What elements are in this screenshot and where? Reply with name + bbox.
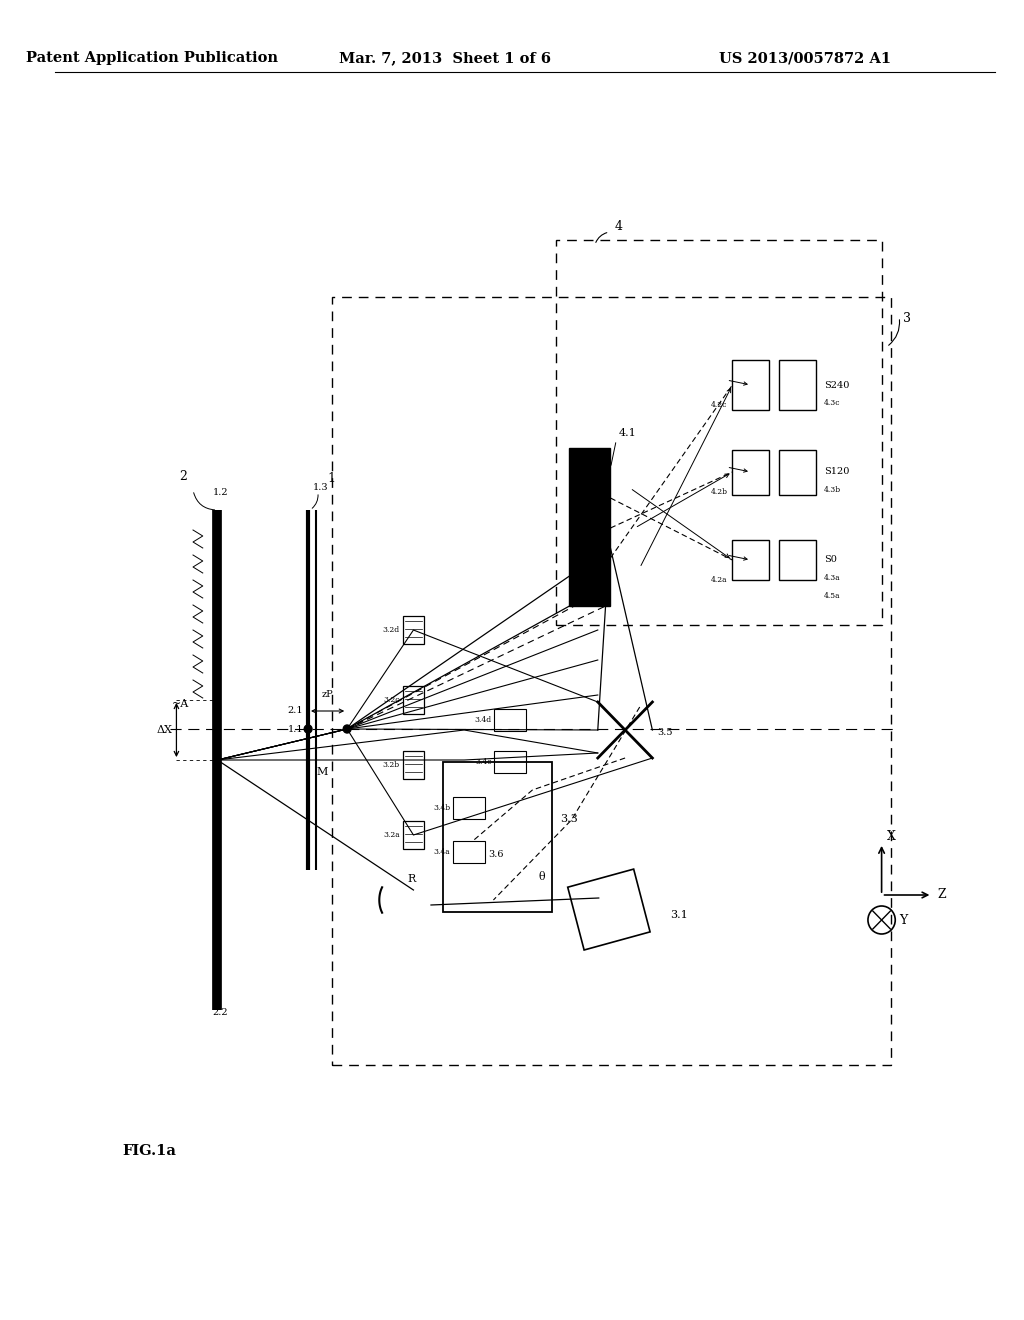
Bar — [732, 540, 769, 579]
Text: 1.1: 1.1 — [288, 725, 303, 734]
Bar — [454, 841, 484, 863]
Text: Mar. 7, 2013  Sheet 1 of 6: Mar. 7, 2013 Sheet 1 of 6 — [339, 51, 551, 65]
Text: 4: 4 — [614, 220, 623, 234]
Text: 1: 1 — [328, 473, 336, 484]
Bar — [495, 751, 525, 774]
Text: 4.3c: 4.3c — [824, 399, 841, 407]
Bar — [442, 762, 552, 912]
Text: Y: Y — [899, 913, 907, 927]
Text: 3.4b: 3.4b — [433, 804, 451, 812]
Text: FIG.1a: FIG.1a — [123, 1144, 177, 1158]
Text: M: M — [316, 767, 328, 777]
Text: 3: 3 — [903, 312, 911, 325]
Circle shape — [343, 725, 351, 733]
Text: 4.5a: 4.5a — [824, 591, 841, 601]
Text: 3.5: 3.5 — [657, 729, 673, 737]
Bar — [779, 450, 816, 495]
Text: 3.3: 3.3 — [560, 814, 578, 824]
Bar — [569, 447, 610, 606]
Text: 3.4a: 3.4a — [434, 847, 451, 855]
Text: 3.2b: 3.2b — [383, 762, 399, 770]
Text: 2.2: 2.2 — [213, 1008, 228, 1016]
Text: 4.2b: 4.2b — [711, 488, 727, 496]
Text: 3.4d: 3.4d — [474, 715, 492, 723]
Bar — [779, 360, 816, 411]
Text: 3.2d: 3.2d — [383, 626, 399, 634]
Bar — [402, 751, 424, 779]
Text: 2: 2 — [179, 470, 187, 483]
Bar — [495, 709, 525, 731]
Text: 3.2a: 3.2a — [383, 832, 399, 840]
Bar — [402, 686, 424, 714]
Bar — [454, 797, 484, 818]
Text: X: X — [887, 830, 895, 843]
Text: 4.3b: 4.3b — [824, 486, 841, 494]
Bar — [333, 297, 891, 1065]
Text: 3.2c: 3.2c — [383, 696, 399, 704]
Text: 1.3: 1.3 — [313, 483, 329, 492]
Text: 4.1: 4.1 — [618, 428, 636, 438]
Circle shape — [304, 725, 312, 733]
Text: US 2013/0057872 A1: US 2013/0057872 A1 — [720, 51, 892, 65]
Text: 4.2c: 4.2c — [711, 401, 727, 409]
Text: ΔX: ΔX — [157, 725, 172, 735]
Bar — [556, 240, 882, 624]
Text: θ: θ — [539, 873, 546, 882]
Bar — [567, 869, 650, 950]
Text: ~A: ~A — [172, 700, 188, 709]
Text: S0: S0 — [824, 556, 837, 565]
Bar — [732, 450, 769, 495]
Bar — [402, 616, 424, 644]
Text: 2.1: 2.1 — [288, 706, 303, 715]
Text: 1.2: 1.2 — [213, 488, 228, 498]
Text: S240: S240 — [824, 380, 850, 389]
Text: Z: Z — [937, 888, 946, 902]
Text: 3.6: 3.6 — [488, 850, 504, 859]
Text: 4.2a: 4.2a — [711, 576, 727, 583]
Text: 3.1: 3.1 — [670, 909, 688, 920]
Bar — [779, 540, 816, 579]
Bar — [402, 821, 424, 849]
Text: 3.4c: 3.4c — [475, 758, 492, 766]
Text: 4.3a: 4.3a — [824, 574, 841, 582]
Text: R: R — [408, 874, 416, 884]
Text: Patent Application Publication: Patent Application Publication — [26, 51, 279, 65]
Text: S120: S120 — [824, 467, 850, 477]
Bar — [732, 360, 769, 411]
Text: zP: zP — [322, 690, 334, 700]
